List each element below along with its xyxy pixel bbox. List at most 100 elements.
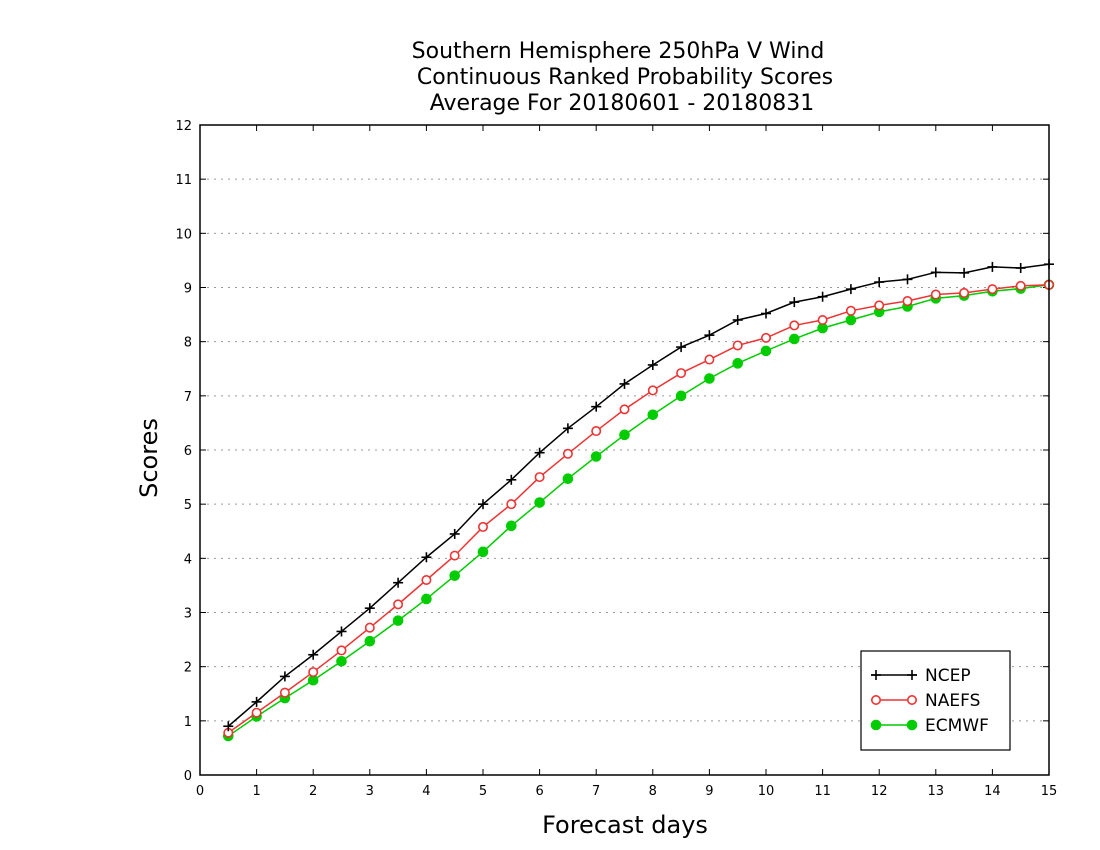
chart-title-line-2: Continuous Ranked Probability Scores [417,65,833,90]
data-point-ecmwf [619,429,630,441]
x-tick-label: 1 [252,784,260,799]
data-point-naefs [534,472,545,483]
x-tick-label: 15 [1041,784,1058,799]
data-point-naefs [987,284,998,295]
series-ecmwf [223,279,1055,742]
x-tick-label: 10 [758,784,775,799]
x-tick-label: 6 [535,784,543,799]
series-ncep [223,259,1054,732]
data-point-naefs [647,385,658,396]
chart-title-line-1: Southern Hemisphere 250hPa V Wind [412,39,825,64]
data-point-naefs [364,622,375,633]
x-tick-label: 0 [196,784,204,799]
x-tick-label: 12 [871,784,888,799]
y-axis-label: Scores [135,418,163,498]
data-point-ecmwf [421,593,432,605]
data-point-ecmwf [506,520,517,532]
data-point-ecmwf [364,635,376,647]
y-tick-label: 11 [175,173,192,188]
legend-marker-right-ecmwf [906,719,918,731]
chart-title: Southern Hemisphere 250hPa V Wind Contin… [412,39,834,116]
x-tick-label: 11 [814,784,831,799]
data-point-naefs [393,599,404,610]
y-tick-label: 4 [184,552,192,567]
data-point-ecmwf [732,358,744,369]
x-tick-label: 2 [309,784,317,799]
legend-label-ncep: NCEP [925,666,971,686]
data-point-ecmwf [534,497,545,508]
data-point-ecmwf [590,451,602,462]
legend-marker-left-ecmwf [870,719,882,731]
y-tick-label: 7 [184,390,192,405]
y-tick-label: 10 [175,227,192,242]
data-point-ecmwf [675,390,687,402]
data-point-naefs [959,287,970,298]
data-point-naefs [930,289,941,300]
series-naefs [223,279,1055,738]
y-tick-label: 9 [184,282,192,297]
data-point-ecmwf [789,333,800,345]
x-tick-label: 8 [649,784,657,799]
data-point-naefs [676,368,687,379]
y-tick-label: 3 [184,607,192,622]
y-tick-label: 1 [184,715,192,730]
data-point-naefs [760,332,771,343]
data-point-ecmwf [477,546,489,558]
y-tick-label: 5 [184,498,192,513]
data-point-ecmwf [760,345,772,357]
x-axis-label: Forecast days [542,811,708,839]
data-point-naefs [789,320,800,331]
x-tick-label: 13 [928,784,945,799]
chart-title-line-3: Average For 20180601 - 20180831 [430,91,815,116]
y-tick-label: 0 [184,769,192,784]
x-tick-label: 3 [366,784,374,799]
data-point-naefs [732,340,743,351]
y-tick-label: 2 [184,661,192,676]
y-tick-label: 8 [184,336,192,351]
data-point-naefs [449,550,460,561]
legend: NCEP NAEFS ECMWF [860,650,1011,751]
data-point-naefs [279,687,290,698]
x-tick-label: 14 [984,784,1001,799]
legend-marker-left-naefs [870,694,881,705]
data-point-ecmwf [392,615,404,626]
legend-entry-naefs: NAEFS [870,691,980,711]
data-point-naefs [506,499,517,510]
data-point-naefs [704,354,715,365]
data-point-naefs [421,574,432,585]
data-point-naefs [1015,280,1026,291]
y-tick-label: 12 [175,119,192,134]
data-point-ecmwf [704,373,715,384]
legend-entry-ncep: NCEP [871,666,971,686]
data-point-naefs [874,300,885,311]
legend-label-ecmwf: ECMWF [925,716,989,736]
data-point-naefs [591,426,602,437]
data-point-naefs [336,645,347,656]
x-tick-label: 4 [422,784,430,799]
data-point-ecmwf [647,409,659,421]
x-tick-label: 7 [592,784,600,799]
data-point-ecmwf [336,655,347,667]
legend-entry-ecmwf: ECMWF [870,716,989,736]
data-point-naefs [902,296,913,307]
x-tick-label: 5 [479,784,487,799]
data-point-naefs [562,448,573,459]
legend-label-naefs: NAEFS [925,691,980,711]
data-point-ecmwf [562,473,574,485]
legend-marker-right-naefs [906,694,917,705]
data-point-naefs [619,404,630,415]
data-point-naefs [845,305,856,316]
data-point-naefs [817,314,828,325]
data-point-ecmwf [449,570,461,581]
y-tick-label: 6 [184,444,192,459]
legend-entries: NCEP NAEFS ECMWF [870,666,989,736]
data-point-naefs [477,521,488,532]
x-tick-label: 9 [705,784,713,799]
series-line-ncep [227,263,1050,727]
legend-box [860,650,1011,751]
data-point-ecmwf [845,314,857,326]
data-point-naefs [251,707,262,718]
data-point-naefs [308,667,319,678]
